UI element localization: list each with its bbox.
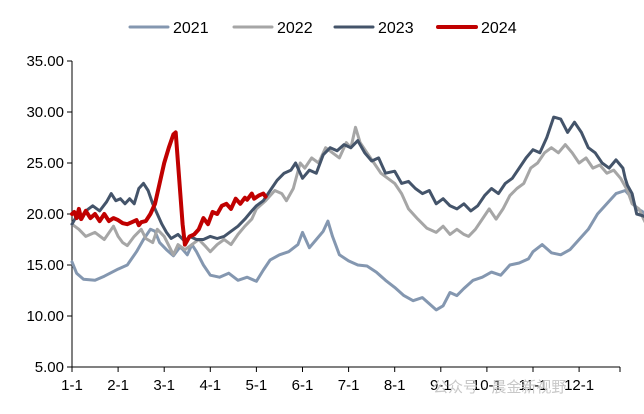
y-tick-label: 20.00 — [26, 206, 64, 223]
legend-label-2024: 2024 — [481, 20, 517, 37]
y-axis: 5.00 10.00 15.00 20.00 25.00 30.00 35.00 — [26, 53, 73, 376]
x-tick-label: 9-1 — [430, 377, 452, 394]
y-tick-label: 35.00 — [26, 53, 64, 70]
x-tick-label: 6-1 — [292, 377, 314, 394]
x-tick-label: 2-1 — [107, 377, 129, 394]
series-line-2023 — [70, 115, 644, 243]
series-line-2024 — [70, 130, 268, 247]
x-tick-label: 5-1 — [246, 377, 268, 394]
x-tick-label: 3-1 — [153, 377, 175, 394]
y-tick-label: 25.00 — [26, 155, 64, 172]
x-axis: 1-1 2-1 3-1 4-1 5-1 6-1 7-1 8-1 9-1 10-1 11-1 12-1 — [61, 366, 621, 394]
legend-label-2022: 2022 — [277, 20, 313, 37]
legend: 2021 2022 2023 2024 — [128, 20, 517, 37]
x-tick-label: 1-1 — [61, 377, 83, 394]
series-line-2022 — [70, 125, 644, 257]
x-tick-label: 7-1 — [338, 377, 360, 394]
plot-area — [70, 115, 644, 312]
y-tick-label: 15.00 — [26, 257, 64, 274]
x-tick-label: 8-1 — [384, 377, 406, 394]
x-tick-label: 11-1 — [519, 377, 548, 394]
y-tick-label: 10.00 — [26, 308, 64, 325]
series-line-2021 — [70, 189, 644, 312]
y-tick-label: 30.00 — [26, 104, 64, 121]
x-tick-label: 4-1 — [199, 377, 221, 394]
x-tick-label: 10-1 — [472, 377, 502, 394]
x-tick-label: 12-1 — [564, 377, 594, 394]
watermark-text: 公众号 · 晨金新视野 — [433, 379, 566, 396]
legend-label-2021: 2021 — [173, 20, 209, 37]
y-tick-label: 5.00 — [35, 359, 64, 376]
legend-label-2023: 2023 — [378, 20, 414, 37]
